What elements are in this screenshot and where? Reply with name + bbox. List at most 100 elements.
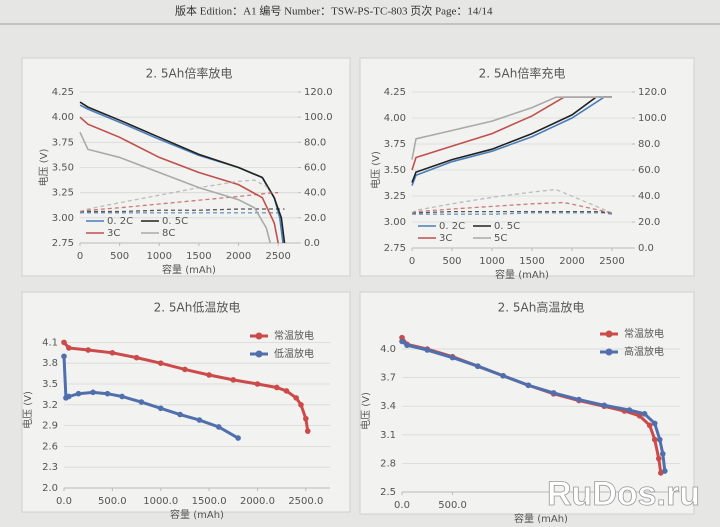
data-point: [138, 399, 145, 405]
y-tick-label: 3.25: [384, 191, 406, 202]
data-point: [660, 451, 666, 457]
data-point: [304, 428, 311, 434]
x-tick-label: 1000: [147, 251, 172, 262]
y-tick-label: 3.00: [52, 213, 74, 224]
data-point: [254, 381, 261, 387]
y2-tick-label: 100.0: [638, 113, 667, 124]
x-tick-label: 2500: [599, 256, 624, 267]
y-tick-label: 2.9: [42, 421, 58, 432]
data-point: [215, 424, 222, 430]
x-tick-label: 2000.0: [240, 496, 275, 507]
series-temp-line: [79, 179, 271, 213]
series-temp-line: [80, 208, 285, 213]
chart-title: 2. 5Ah倍率放电: [146, 66, 233, 81]
data-point: [550, 390, 557, 396]
legend-marker: [605, 330, 613, 338]
x-tick-label: 1500.0: [192, 496, 227, 507]
y-tick-label: 3.5: [42, 379, 58, 390]
data-point: [182, 366, 188, 373]
data-point: [576, 396, 582, 403]
y-tick-label: 2.5: [380, 487, 396, 498]
y-tick-label: 3.4: [380, 401, 396, 412]
data-point: [641, 411, 648, 417]
chart-panel: [359, 291, 695, 515]
series-temp-line: [412, 210, 613, 214]
data-point: [119, 393, 125, 400]
data-point: [646, 422, 653, 429]
y2-tick-label: 80.0: [638, 139, 660, 150]
legend-label: 0. 2C: [107, 216, 133, 227]
data-point: [85, 347, 91, 353]
watermark: RuDos.ru: [547, 475, 700, 513]
series-line: [79, 101, 286, 244]
series-line: [401, 340, 667, 472]
x-axis-title: 容量 (mAh): [170, 508, 224, 521]
y2-tick-label: 20.0: [638, 217, 660, 228]
data-point: [298, 402, 304, 408]
x-tick-label: 0: [77, 251, 83, 262]
y-tick-label: 3.75: [384, 139, 406, 150]
data-point: [662, 468, 668, 474]
legend-label: 3C: [107, 228, 120, 239]
y-tick-label: 2.75: [52, 238, 74, 249]
data-point: [500, 372, 506, 379]
x-tick-label: 2000: [226, 251, 251, 262]
legend-label: 0. 5C: [494, 221, 520, 232]
data-point: [651, 436, 658, 443]
data-point: [293, 395, 299, 401]
y2-tick-label: 80.0: [304, 137, 326, 148]
data-point: [475, 363, 481, 370]
x-tick-label: 2000: [559, 256, 584, 267]
y-tick-label: 4.25: [384, 87, 406, 98]
data-point: [196, 417, 203, 423]
y2-tick-label: 40.0: [638, 191, 660, 202]
x-tick-label: 2500: [265, 251, 290, 262]
y-axis-title: 电压 (V): [369, 151, 382, 189]
x-tick-label: 1500: [519, 256, 544, 267]
data-point: [525, 382, 532, 389]
y-tick-label: 4.0: [380, 344, 396, 355]
y-tick-label: 4.00: [384, 113, 406, 124]
x-axis-title: 容量 (mAh): [495, 268, 549, 281]
legend-label: 8C: [162, 228, 175, 239]
legend-label: 常温放电: [274, 329, 314, 342]
legend-marker: [255, 332, 263, 340]
y-tick-label: 3.50: [384, 165, 406, 176]
data-point: [61, 339, 67, 346]
y-tick-label: 3.00: [384, 217, 406, 228]
data-point: [274, 384, 280, 391]
series-temp-line: [412, 212, 613, 215]
chart-title: 2. 5Ah低温放电: [154, 300, 241, 315]
data-point: [66, 345, 72, 351]
legend-marker: [605, 348, 613, 356]
y-tick-label: 3.25: [52, 188, 74, 199]
y-axis-title: 电压 (V): [359, 392, 372, 430]
data-point: [157, 405, 164, 412]
data-point: [61, 353, 67, 360]
data-point: [404, 342, 410, 349]
data-point: [651, 420, 658, 427]
x-tick-label: 0.0: [56, 496, 72, 507]
header: 版本 Edition：A1 编号 Number：TSW-PS-TC-803 页次…: [175, 4, 493, 18]
y-tick-label: 3.8: [42, 358, 58, 369]
y2-tick-label: 120.0: [304, 87, 333, 98]
data-point: [206, 372, 212, 378]
y-tick-label: 2.3: [42, 462, 58, 473]
y-axis-title: 电压 (V): [21, 391, 34, 429]
chart-title: 2. 5Ah倍率充电: [479, 66, 566, 81]
data-point: [399, 338, 405, 345]
chart-panel: [21, 291, 351, 513]
x-axis-title: 容量 (mAh): [162, 263, 216, 276]
y-tick-label: 2.0: [42, 483, 58, 494]
y-tick-label: 2.75: [384, 243, 406, 254]
y-axis-title: 电压 (V): [37, 148, 50, 186]
y2-tick-label: 20.0: [304, 213, 326, 224]
legend-label: 高温放电: [624, 345, 664, 358]
data-point: [283, 388, 290, 394]
series-temp-line: [411, 201, 613, 214]
y-tick-label: 4.1: [42, 337, 58, 348]
legend-marker: [255, 350, 263, 358]
series-line: [62, 341, 310, 432]
data-point: [626, 407, 633, 413]
